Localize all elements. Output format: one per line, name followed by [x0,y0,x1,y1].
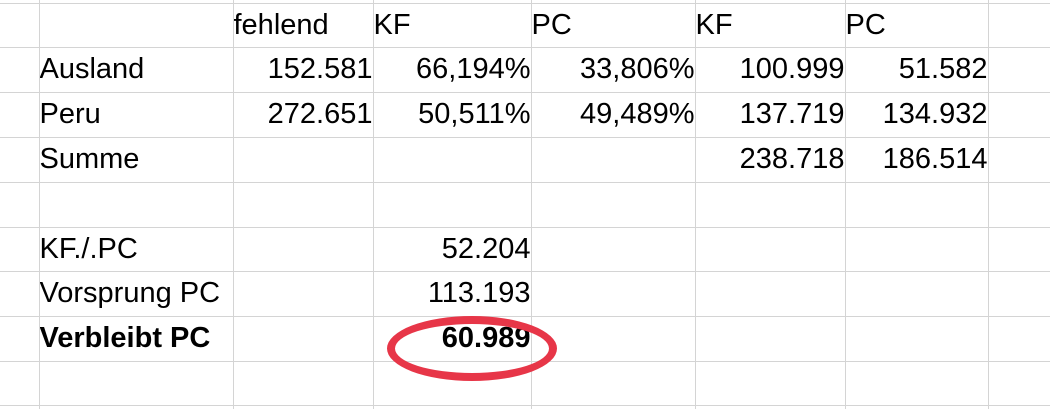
cell-ausland-pc-count[interactable]: 51.582 [844,46,989,93]
empty-cell[interactable] [987,91,1050,138]
empty-cell[interactable] [0,360,40,406]
empty-cell[interactable] [38,404,234,409]
empty-cell[interactable] [694,181,846,228]
empty-cell[interactable] [987,404,1050,409]
empty-cell[interactable] [530,404,696,409]
empty-cell[interactable] [530,181,696,228]
empty-cell[interactable] [0,270,40,317]
header-kf-count[interactable]: KF [694,2,846,48]
empty-cell[interactable] [844,315,989,362]
cell-summe-pc-count[interactable]: 186.514 [844,136,989,183]
empty-cell[interactable] [844,404,989,409]
cell-peru-kf-pct[interactable]: 50,511% [372,91,532,138]
cell-summe-fehlend[interactable] [232,136,374,183]
empty-cell[interactable] [372,181,532,228]
header-kf-pct[interactable]: KF [372,2,532,48]
empty-cell[interactable] [987,315,1050,362]
row-label-verbleibt-pc[interactable]: Verbleibt PC [38,315,234,362]
cell-ausland-fehlend[interactable]: 152.581 [232,46,374,93]
cell-summe-kf-pct[interactable] [372,136,532,183]
empty-cell[interactable] [694,315,846,362]
empty-cell[interactable] [530,270,696,317]
empty-cell[interactable] [530,360,696,406]
cell-ausland-kf-count[interactable]: 100.999 [694,46,846,93]
row-label-summe[interactable]: Summe [38,136,234,183]
row-label-ausland[interactable]: Ausland [38,46,234,93]
cell-summe-pc-pct[interactable] [530,136,696,183]
cell-ausland-pc-pct[interactable]: 33,806% [530,46,696,93]
empty-cell[interactable] [372,360,532,406]
empty-cell[interactable] [0,181,40,228]
empty-cell[interactable] [232,315,374,362]
empty-cell[interactable] [0,404,40,409]
empty-cell[interactable] [0,315,40,362]
row-label-peru[interactable]: Peru [38,91,234,138]
empty-cell[interactable] [372,404,532,409]
empty-cell[interactable] [0,226,40,272]
cell-ausland-kf-pct[interactable]: 66,194% [372,46,532,93]
empty-cell[interactable] [530,315,696,362]
empty-cell[interactable] [232,226,374,272]
empty-cell[interactable] [0,136,40,183]
header-pc-count[interactable]: PC [844,2,989,48]
empty-cell[interactable] [232,360,374,406]
empty-cell[interactable] [987,226,1050,272]
row-label-vorsprung-pc[interactable]: Vorsprung PC [38,270,234,317]
cell-peru-pc-pct[interactable]: 49,489% [530,91,696,138]
empty-cell[interactable] [694,360,846,406]
empty-cell[interactable] [232,270,374,317]
empty-cell[interactable] [694,270,846,317]
cell-verbleibt-pc-value[interactable]: 60.989 [372,315,532,362]
empty-cell[interactable] [530,226,696,272]
cell-peru-kf-count[interactable]: 137.719 [694,91,846,138]
empty-cell[interactable] [694,404,846,409]
empty-cell[interactable] [694,226,846,272]
empty-cell[interactable] [0,2,40,48]
empty-cell[interactable] [987,46,1050,93]
cell-vorsprung-pc-value[interactable]: 113.193 [372,270,532,317]
empty-cell[interactable] [844,360,989,406]
empty-cell[interactable] [844,181,989,228]
empty-cell[interactable] [38,2,234,48]
cell-peru-fehlend[interactable]: 272.651 [232,91,374,138]
empty-cell[interactable] [232,404,374,409]
cell-peru-pc-count[interactable]: 134.932 [844,91,989,138]
empty-cell[interactable] [0,46,40,93]
cell-kf-minus-pc-value[interactable]: 52.204 [372,226,532,272]
empty-cell[interactable] [987,136,1050,183]
empty-cell[interactable] [844,270,989,317]
empty-cell[interactable] [38,360,234,406]
empty-cell[interactable] [0,91,40,138]
empty-cell[interactable] [987,270,1050,317]
empty-cell[interactable] [232,181,374,228]
row-label-kf-minus-pc[interactable]: KF./.PC [38,226,234,272]
empty-cell[interactable] [987,181,1050,228]
empty-cell[interactable] [38,181,234,228]
cell-summe-kf-count[interactable]: 238.718 [694,136,846,183]
empty-cell[interactable] [987,2,1050,48]
header-fehlend[interactable]: fehlend [232,2,374,48]
empty-cell[interactable] [844,226,989,272]
header-pc-pct[interactable]: PC [530,2,696,48]
empty-cell[interactable] [987,360,1050,406]
